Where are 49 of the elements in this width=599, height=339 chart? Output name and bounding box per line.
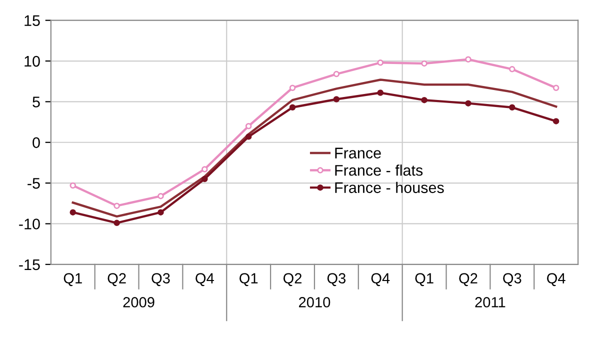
point [377, 90, 384, 96]
y-tick-label: -10 [19, 218, 40, 230]
y-tick-label: 10 [24, 56, 40, 67]
point [70, 182, 76, 189]
point [158, 209, 164, 216]
point [158, 192, 164, 200]
text: 2009 [123, 297, 154, 308]
text: 2011 [475, 297, 506, 308]
x-tick-label: Q2 [283, 273, 302, 286]
point [333, 96, 340, 102]
x-tick-label: Q1 [64, 273, 82, 286]
x-tick-label: Q1 [240, 273, 258, 286]
y-tick-label: 5 [32, 96, 40, 108]
point [421, 60, 428, 67]
point [289, 84, 296, 91]
y-tick-label: -15 [19, 259, 40, 270]
legend-label: France [335, 148, 381, 158]
point [465, 56, 472, 63]
point [114, 202, 120, 209]
point [552, 118, 560, 124]
legend-label: France - flats [335, 164, 423, 176]
x-tick-label: Q3 [327, 273, 346, 286]
y-tick-label: 0 [32, 137, 40, 148]
y-tick-label: 15 [24, 15, 40, 26]
x-tick-label: Q4 [196, 273, 214, 286]
x-tick-label: Q3 [152, 273, 170, 286]
point [509, 104, 516, 111]
point [202, 166, 208, 172]
point [202, 176, 208, 182]
point [114, 220, 120, 226]
text: 2010 [298, 297, 330, 308]
y-tick-label: -5 [28, 178, 40, 189]
point [552, 84, 560, 91]
legend-label: France - houses [335, 182, 444, 194]
point [289, 104, 296, 111]
point [509, 66, 516, 72]
x-tick-label: Q4 [547, 273, 566, 286]
x-tick-label: Q4 [371, 273, 390, 286]
x-tick-label: Q1 [415, 273, 434, 286]
x-tick-label: Q2 [459, 273, 478, 286]
point [377, 60, 384, 66]
point [70, 209, 76, 216]
x-tick-label: Q3 [503, 273, 522, 286]
point [465, 100, 472, 106]
point [245, 122, 252, 130]
point [245, 134, 252, 140]
x-tick-label: Q2 [108, 273, 126, 286]
point [421, 96, 428, 104]
point [333, 70, 340, 78]
